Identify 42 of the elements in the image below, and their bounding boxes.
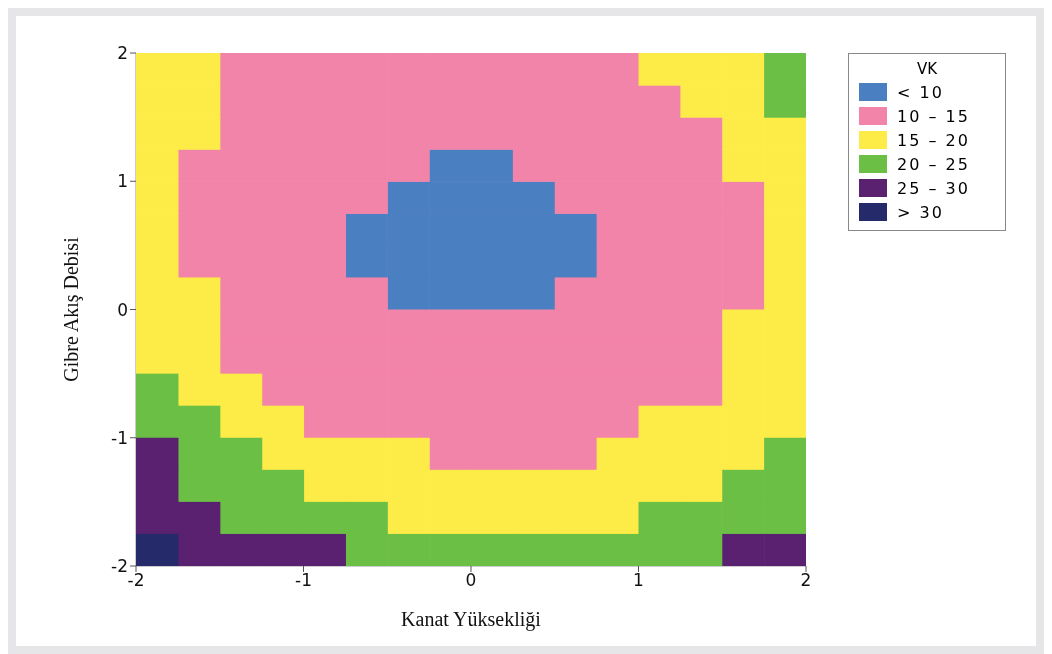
point [303, 533, 346, 566]
point [512, 181, 556, 214]
y-axis-title: Gibre Akış Debisi [60, 236, 84, 382]
point [345, 245, 388, 279]
point [387, 277, 430, 311]
point [136, 437, 179, 471]
point [387, 213, 430, 246]
legend-label: 15 – 20 [897, 130, 970, 150]
point [764, 501, 806, 535]
x-tick-label: 0 [465, 570, 477, 591]
point [722, 533, 765, 566]
point [764, 53, 806, 86]
point [136, 373, 179, 407]
point [722, 501, 765, 535]
point [471, 149, 514, 182]
legend-label: 25 – 30 [897, 178, 970, 198]
legend-label: > 30 [897, 202, 944, 222]
y-tick-label: 0 [117, 299, 128, 320]
legend-label: < 10 [897, 82, 944, 102]
point [429, 149, 472, 182]
x-tick-label: -1 [295, 570, 312, 591]
point [429, 533, 472, 566]
point [345, 213, 388, 246]
point [764, 437, 806, 471]
point [345, 533, 388, 566]
point [387, 181, 430, 214]
legend-title: VK [915, 60, 939, 78]
point [387, 533, 430, 566]
x-axis-title: Kanat Yüksekliği [401, 608, 542, 631]
point [429, 181, 472, 214]
y-tick-label: 1 [117, 171, 128, 192]
y-tick-label: 2 [117, 43, 128, 64]
x-tick-label: 1 [633, 570, 644, 591]
y-tick-label: -2 [111, 556, 128, 577]
point [764, 85, 806, 118]
point [764, 533, 806, 566]
legend-label: 10 – 15 [897, 106, 970, 126]
legend-label: 20 – 25 [897, 154, 970, 174]
point [136, 533, 179, 566]
y-tick-label: -1 [111, 427, 128, 448]
point [722, 469, 765, 503]
x-tick-label: 2 [800, 570, 812, 591]
